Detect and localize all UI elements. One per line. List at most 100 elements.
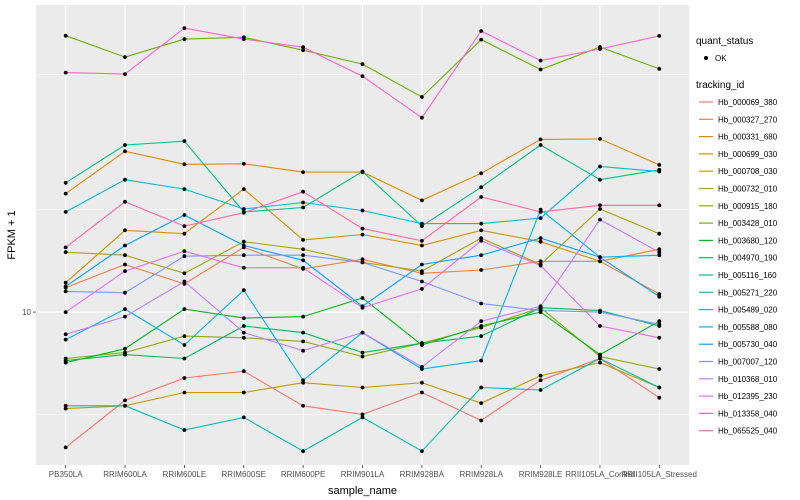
data-point xyxy=(182,249,187,254)
data-point xyxy=(301,330,305,335)
y-tick-label: 10 xyxy=(22,308,31,317)
data-point xyxy=(123,314,127,319)
data-point xyxy=(301,314,305,319)
data-point xyxy=(360,385,365,390)
data-point xyxy=(63,70,68,75)
data-point xyxy=(63,210,68,214)
data-point xyxy=(63,310,68,314)
legend-items: Hb_000069_380 Hb_000327_270 Hb_000331_680 H… xyxy=(699,98,778,436)
data-point xyxy=(420,380,424,385)
legend-label: Hb_005116_160 xyxy=(718,271,777,280)
data-point xyxy=(538,263,543,268)
data-point xyxy=(360,296,365,300)
legend-label: Hb_000327_270 xyxy=(718,115,778,124)
data-point xyxy=(479,268,484,272)
data-point xyxy=(63,280,68,285)
data-point xyxy=(123,346,127,351)
data-point xyxy=(63,445,68,450)
data-point xyxy=(63,358,68,363)
data-point xyxy=(182,279,187,284)
data-point xyxy=(360,74,365,79)
x-tick-label: RRIM901LA xyxy=(341,470,385,479)
legend-label: Hb_010368_010 xyxy=(718,375,778,384)
x-tick-label: RRIM600LE xyxy=(163,470,207,479)
legend-label: Hb_065525_040 xyxy=(718,427,778,436)
data-point xyxy=(241,239,246,244)
legend-label: Hb_000732_010 xyxy=(718,185,778,194)
data-point xyxy=(538,388,543,392)
legend-label: Hb_005588_080 xyxy=(718,323,778,332)
data-point xyxy=(479,171,484,176)
data-point xyxy=(63,191,68,196)
data-point xyxy=(420,449,424,453)
data-point xyxy=(301,253,305,258)
data-point xyxy=(301,403,305,408)
data-point xyxy=(241,253,246,258)
data-point xyxy=(123,253,127,258)
data-point xyxy=(479,253,484,258)
data-point xyxy=(123,55,127,59)
data-point xyxy=(123,403,127,408)
data-point xyxy=(182,224,187,229)
legend-label: Hb_000915_180 xyxy=(718,202,778,211)
data-point xyxy=(63,284,68,289)
data-point xyxy=(479,418,484,423)
data-point xyxy=(123,269,127,273)
data-point xyxy=(598,324,602,328)
data-point xyxy=(598,47,602,51)
data-point xyxy=(420,221,424,226)
data-point xyxy=(241,335,246,340)
data-point xyxy=(241,369,246,374)
data-point xyxy=(657,367,662,371)
data-point xyxy=(479,185,484,190)
data-point xyxy=(301,247,305,252)
data-point xyxy=(538,210,543,214)
data-point xyxy=(598,177,602,182)
x-tick-label: RRIM928LE xyxy=(519,470,563,479)
data-point xyxy=(301,45,305,50)
data-point xyxy=(479,37,484,42)
x-tick-label: RRIM600PE xyxy=(281,470,325,479)
data-point xyxy=(598,207,602,211)
data-point xyxy=(479,401,484,405)
data-point xyxy=(479,238,484,243)
data-point xyxy=(301,200,305,205)
data-point xyxy=(241,265,246,270)
data-point xyxy=(598,217,602,222)
data-point xyxy=(598,255,602,260)
data-point xyxy=(538,143,543,147)
legend-label: Hb_000331_680 xyxy=(718,133,778,142)
data-point xyxy=(538,137,543,142)
x-tick-label: RRIM600SE xyxy=(222,470,266,479)
data-point xyxy=(182,376,187,380)
data-point xyxy=(182,26,187,30)
data-point xyxy=(538,373,543,378)
data-point xyxy=(657,34,662,38)
data-point xyxy=(301,449,305,453)
legend-label: Hb_003428_010 xyxy=(718,219,778,228)
legend-label: Hb_003680_120 xyxy=(718,236,778,245)
data-point xyxy=(657,250,662,255)
data-point xyxy=(360,305,365,310)
data-point xyxy=(182,428,187,432)
data-point xyxy=(538,216,543,221)
data-point xyxy=(657,322,662,327)
data-points xyxy=(63,26,662,453)
legend-point-key xyxy=(704,56,708,60)
data-point xyxy=(538,239,543,244)
legend-label: Hb_000708_030 xyxy=(718,167,778,176)
data-point xyxy=(301,189,305,194)
x-axis-title: sample_name xyxy=(328,485,397,497)
data-point xyxy=(301,170,305,175)
data-point xyxy=(63,337,68,342)
data-point xyxy=(598,259,602,264)
data-point xyxy=(420,279,424,284)
data-point xyxy=(123,352,127,357)
data-point xyxy=(241,243,246,248)
data-point xyxy=(360,415,365,420)
data-point xyxy=(301,205,305,210)
data-point xyxy=(598,352,602,357)
data-point xyxy=(360,330,365,335)
data-point xyxy=(598,203,602,208)
